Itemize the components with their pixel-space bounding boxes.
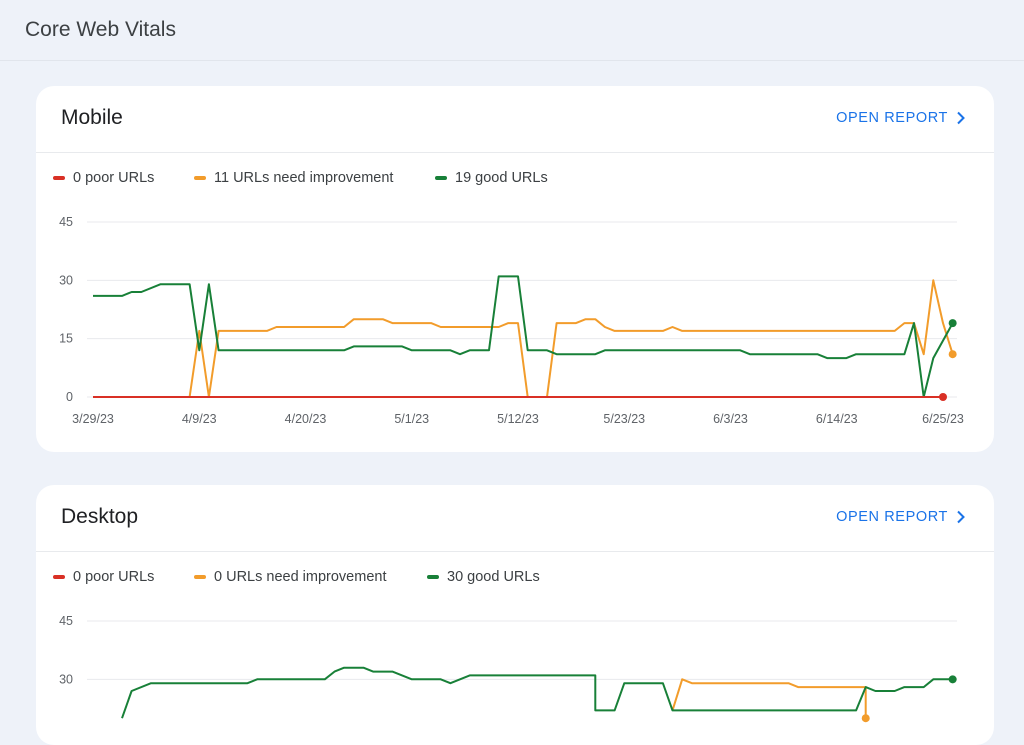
legend-swatch-good bbox=[427, 575, 439, 579]
page-header: Core Web Vitals bbox=[0, 0, 1024, 61]
page-title: Core Web Vitals bbox=[25, 18, 176, 41]
chevron-right-icon bbox=[956, 510, 966, 524]
open-report-label: OPEN REPORT bbox=[836, 509, 948, 525]
mobile-card-title: Mobile bbox=[61, 106, 123, 129]
x-tick-label: 6/25/23 bbox=[922, 412, 964, 426]
open-report-label: OPEN REPORT bbox=[836, 110, 948, 126]
y-tick-label: 45 bbox=[59, 614, 73, 628]
desktop-card-title: Desktop bbox=[61, 505, 139, 528]
desktop-open-report-button[interactable]: OPEN REPORT bbox=[836, 509, 966, 525]
x-tick-label: 6/3/23 bbox=[713, 412, 748, 426]
series-end-point-needs-improvement bbox=[948, 350, 957, 359]
x-tick-label: 4/9/23 bbox=[182, 412, 217, 426]
series-end-point-good bbox=[948, 675, 957, 684]
series-end-point-needs-improvement bbox=[861, 714, 870, 723]
y-tick-label: 45 bbox=[59, 215, 73, 229]
legend-swatch-needs-improvement bbox=[194, 176, 206, 180]
legend-label-good: 30 good URLs bbox=[447, 569, 540, 585]
series-line-good bbox=[121, 666, 953, 719]
legend-swatch-poor bbox=[53, 176, 65, 180]
x-tick-label: 5/12/23 bbox=[497, 412, 539, 426]
legend-item-good[interactable]: 19 good URLs bbox=[435, 170, 548, 186]
card-divider bbox=[36, 152, 994, 153]
mobile-card: Mobile OPEN REPORT 0 poor URLs 11 URLs n… bbox=[36, 86, 994, 452]
x-tick-label: 5/1/23 bbox=[394, 412, 429, 426]
card-divider bbox=[36, 551, 994, 552]
legend-swatch-needs-improvement bbox=[194, 575, 206, 579]
y-tick-label: 30 bbox=[59, 273, 73, 287]
x-tick-label: 3/29/23 bbox=[72, 412, 114, 426]
x-tick-label: 4/20/23 bbox=[285, 412, 327, 426]
desktop-card: Desktop OPEN REPORT 0 poor URLs 0 URLs n… bbox=[36, 485, 994, 745]
legend-label-needs-improvement: 11 URLs need improvement bbox=[214, 170, 394, 186]
x-tick-label: 6/14/23 bbox=[816, 412, 858, 426]
legend-label-needs-improvement: 0 URLs need improvement bbox=[214, 569, 387, 585]
chevron-right-icon bbox=[956, 111, 966, 125]
legend-swatch-poor bbox=[53, 575, 65, 579]
legend-label-poor: 0 poor URLs bbox=[73, 569, 155, 585]
x-tick-label: 5/23/23 bbox=[603, 412, 645, 426]
legend-label-poor: 0 poor URLs bbox=[73, 170, 155, 186]
series-end-point-good bbox=[948, 319, 957, 328]
y-tick-label: 30 bbox=[59, 672, 73, 686]
legend-item-poor[interactable]: 0 poor URLs bbox=[53, 170, 154, 186]
legend-item-needs-improvement[interactable]: 11 URLs need improvement bbox=[194, 170, 393, 186]
legend-swatch-good bbox=[435, 176, 447, 180]
legend-item-poor[interactable]: 0 poor URLs bbox=[53, 569, 154, 585]
series-line-good bbox=[93, 275, 954, 398]
y-tick-label: 15 bbox=[59, 332, 73, 346]
series-end-point-poor bbox=[939, 393, 947, 401]
legend-item-needs-improvement[interactable]: 0 URLs need improvement bbox=[194, 569, 386, 585]
y-tick-label: 0 bbox=[66, 390, 73, 404]
desktop-chart: 30 45 bbox=[59, 614, 957, 723]
series-line-needs-improvement bbox=[671, 678, 867, 719]
mobile-open-report-button[interactable]: OPEN REPORT bbox=[836, 110, 966, 126]
legend-label-good: 19 good URLs bbox=[455, 170, 548, 186]
legend-item-good[interactable]: 30 good URLs bbox=[427, 569, 540, 585]
mobile-chart: 0 15 30 45 3/29/23 4/9/23 4/20/23 5/1/23 5/12/23… bbox=[59, 215, 964, 426]
